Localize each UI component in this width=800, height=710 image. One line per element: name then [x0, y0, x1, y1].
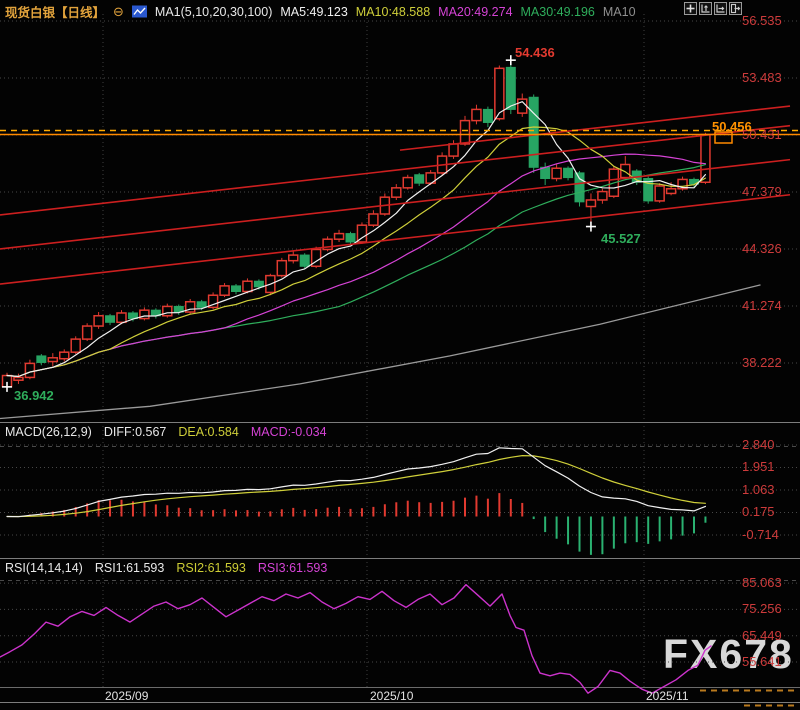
price-axis-label: 50.431	[742, 127, 782, 142]
fit-vertical-axis-icon[interactable]	[699, 2, 712, 15]
rsi-axis-label: 85.063	[742, 575, 782, 590]
rsi-name: RSI(14,14,14)	[5, 561, 83, 575]
ma30-value: MA30:49.196	[520, 4, 595, 19]
current-price-label: 50.456	[712, 119, 752, 134]
rsi2-value: RSI2:61.593	[176, 561, 246, 575]
high-annotation: 54.436	[515, 45, 555, 60]
main-header: 现货白银【日线】 ⊖ MA1(5,10,20,30,100) MA5:49.12…	[5, 2, 636, 21]
macd-name: MACD(26,12,9)	[5, 425, 92, 439]
ma-settings-label: MA1(5,10,20,30,100)	[154, 4, 273, 19]
macd-diff-value: DIFF:0.567	[103, 425, 167, 439]
watermark: FX678	[663, 631, 794, 677]
price-axis-label: 41.274	[742, 298, 782, 313]
instrument-title: 现货白银【日线】	[5, 6, 106, 20]
toolbar	[684, 2, 742, 15]
fit-horizontal-axis-icon[interactable]	[714, 2, 727, 15]
date-axis-label: 2025/09	[105, 689, 149, 703]
rsi1-value: RSI1:61.593	[94, 561, 165, 575]
macd-dea-value: DEA:0.584	[178, 425, 239, 439]
exit-icon[interactable]	[729, 2, 742, 15]
macd-axis-label: 1.951	[742, 459, 775, 474]
ma10-value: MA10:48.588	[355, 4, 431, 19]
start-low-annotation: 36.942	[14, 388, 54, 403]
rsi-header: RSI(14,14,14) RSI1:61.593 RSI2:61.593 RS…	[5, 561, 327, 575]
price-axis-label: 44.326	[742, 241, 782, 256]
chart-type-icon[interactable]	[131, 5, 147, 18]
ma5-value: MA5:49.123	[280, 4, 348, 19]
macd-header: MACD(26,12,9) DIFF:0.567 DEA:0.584 MACD:…	[5, 425, 327, 439]
rsi-axis-label: 75.256	[742, 601, 782, 616]
date-axis-label: 2025/11	[646, 689, 689, 703]
rsi3-value: RSI3:61.593	[257, 561, 328, 575]
rsi-axis-label: 65.449	[742, 628, 782, 643]
price-axis-label: 47.379	[742, 184, 782, 199]
price-axis-label: 56.535	[742, 13, 782, 28]
macd-axis-label: -0.714	[742, 527, 779, 542]
price-axis-label: 53.483	[742, 70, 782, 85]
rsi-axis-label: 55.641	[742, 654, 782, 669]
macd-axis-label: 1.063	[742, 482, 775, 497]
ma100-label: MA10	[602, 4, 636, 19]
macd-hist-value: MACD:-0.034	[250, 425, 327, 439]
ma20-value: MA20:49.274	[438, 4, 513, 19]
date-axis-label: 2025/10	[370, 689, 414, 703]
low-annotation: 45.527	[601, 231, 641, 246]
macd-axis-label: 0.175	[742, 504, 775, 519]
price-axis-label: 38.222	[742, 355, 782, 370]
collapse-icon[interactable]: ⊖	[113, 3, 124, 19]
macd-axis-label: 2.840	[742, 437, 775, 452]
move-icon[interactable]	[684, 2, 697, 15]
